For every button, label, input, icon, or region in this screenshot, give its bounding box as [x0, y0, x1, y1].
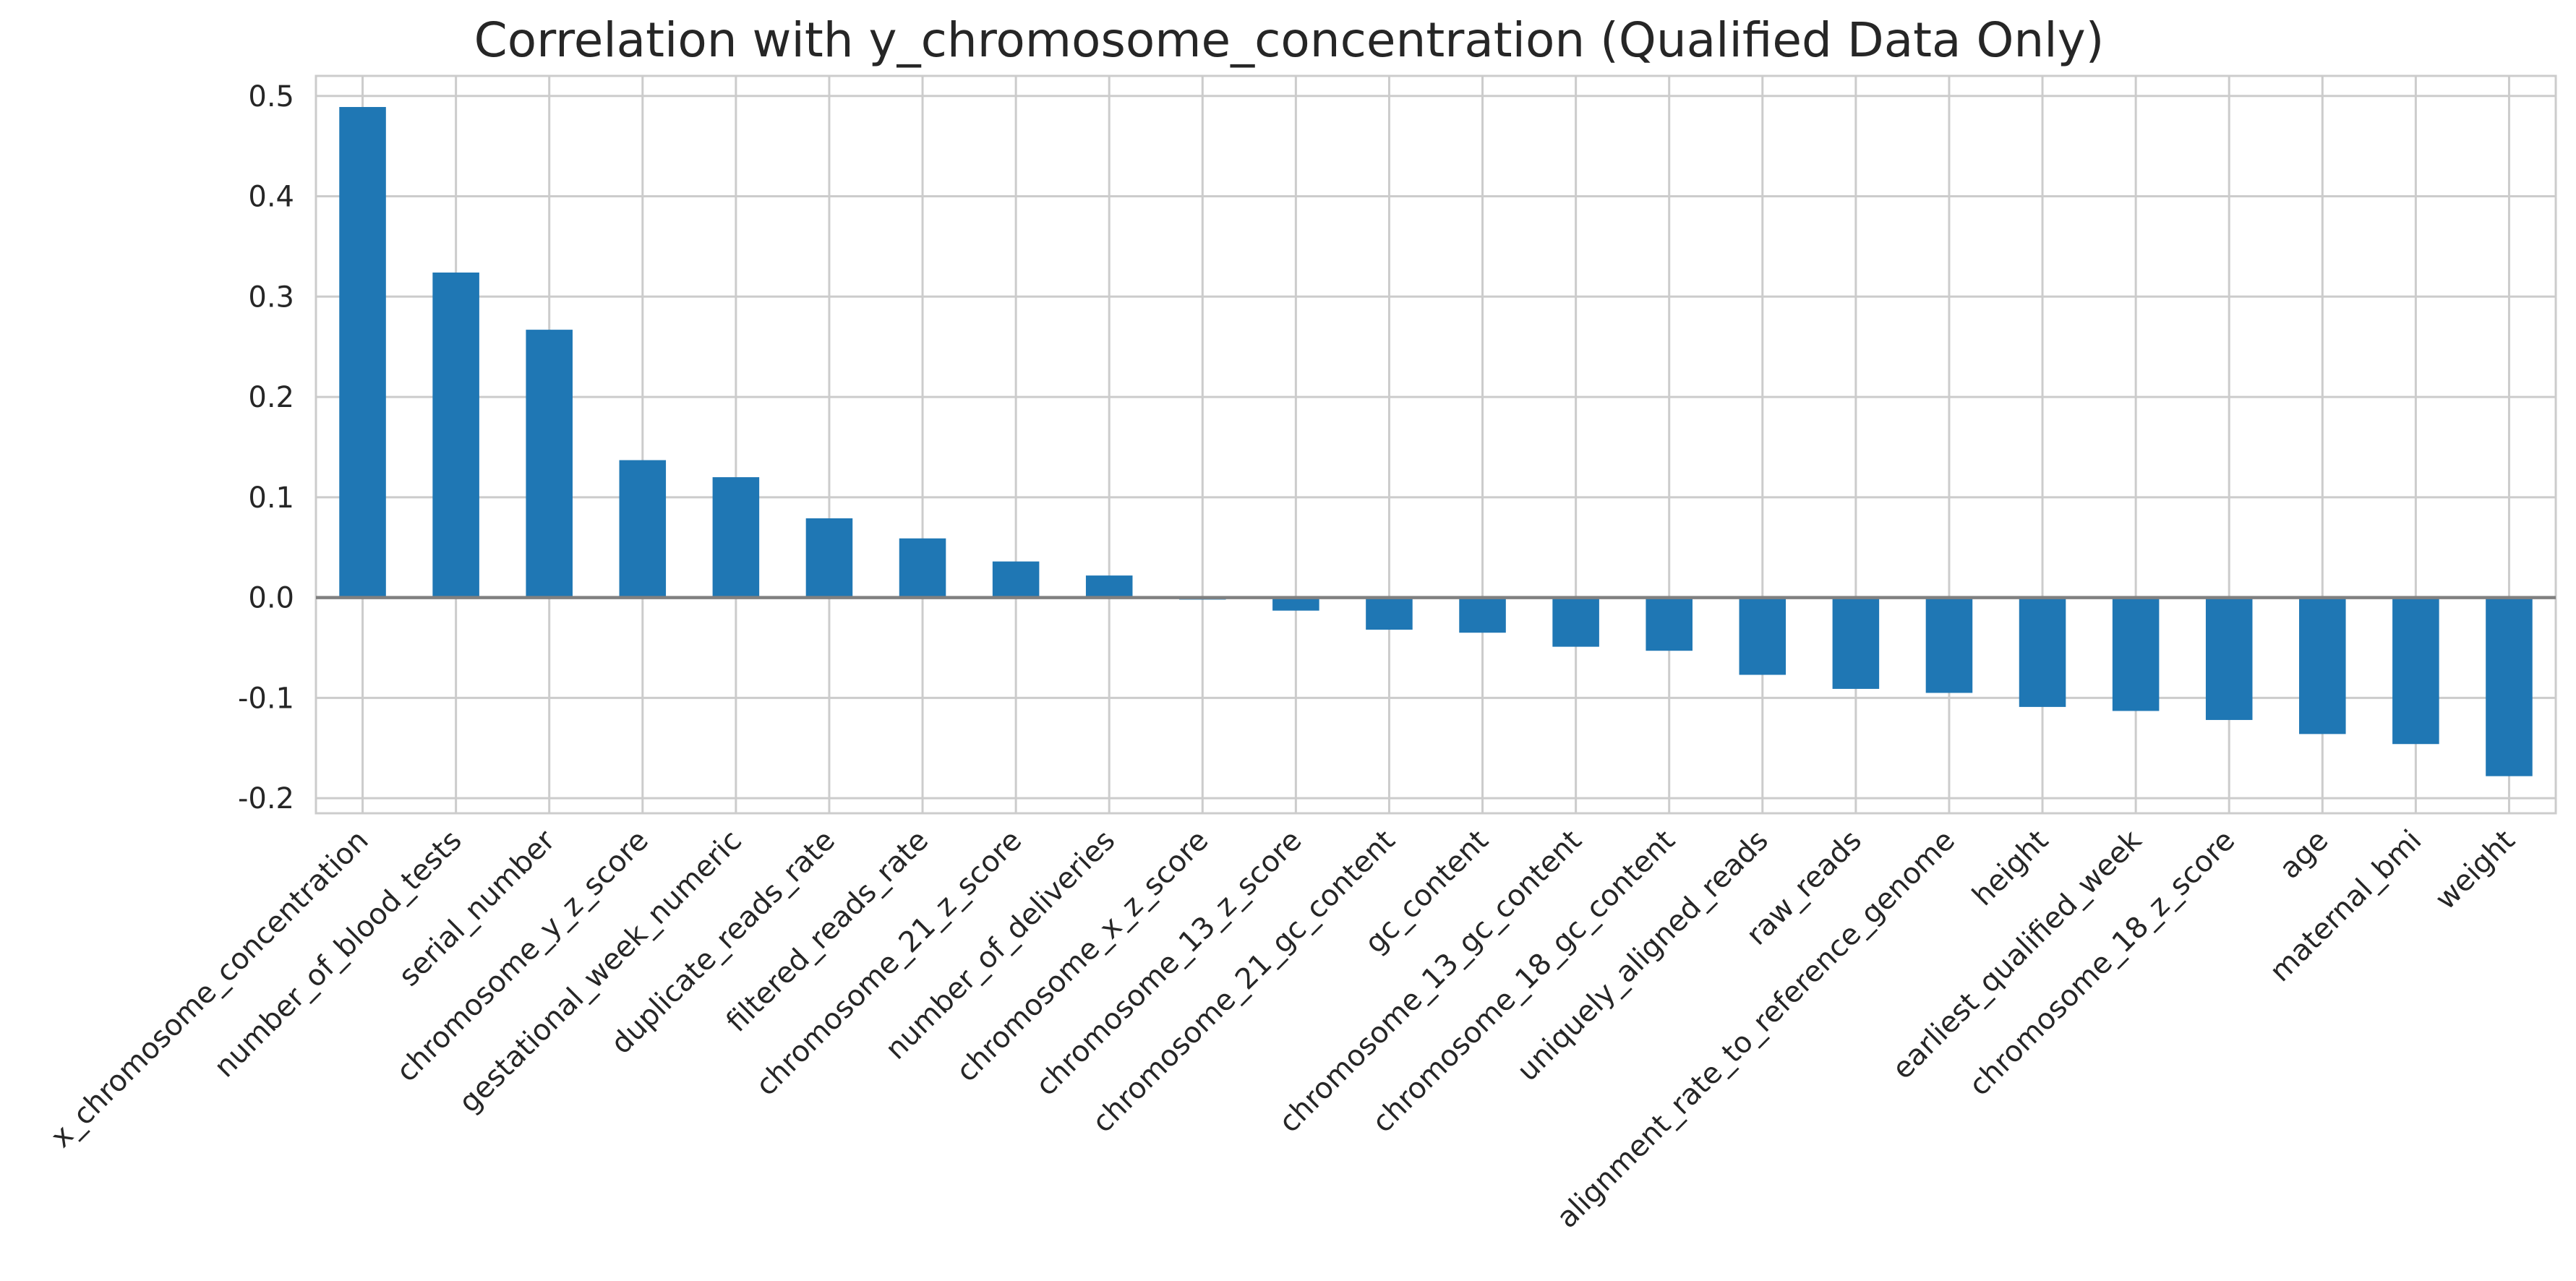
axes — [314, 74, 2557, 815]
y-tick-labels: 0.5 0.4 0.3 0.2 0.1 0.0 -0.1 -0.2 — [238, 80, 294, 815]
bar-age — [2299, 597, 2346, 734]
bar-duplicate-reads-rate — [805, 518, 853, 598]
bar-maternal-bmi — [2392, 597, 2439, 745]
bar-x-chromosome-concentration — [339, 107, 386, 598]
y-tick-label: 0.0 — [248, 582, 294, 615]
bar-raw-reads — [1832, 597, 1880, 689]
bar-earliest-qualified-week — [2112, 597, 2160, 711]
chart-title: Correlation with y_chromosome_concentrat… — [474, 12, 2105, 68]
y-tick-label: 0.3 — [248, 280, 294, 314]
bar-serial-number — [526, 330, 573, 598]
bar-height — [2019, 597, 2066, 707]
y-tick-label: 0.5 — [248, 80, 294, 113]
bar-alignment-rate-to-reference-genome — [1925, 597, 1973, 693]
bar-chromosome-18-gc-content — [1646, 597, 1693, 651]
bar-gestational-week-numeric — [712, 477, 760, 598]
bar-chromosome-18-z-score — [2205, 597, 2253, 720]
bar-number-of-blood-tests — [432, 273, 479, 598]
bar-uniquely-aligned-reads — [1739, 597, 1786, 675]
bar-chromosome-y-z-score — [619, 460, 667, 598]
bar-filtered-reads-rate — [899, 538, 946, 598]
bar-number-of-deliveries — [1085, 575, 1133, 598]
y-tick-label: 0.1 — [248, 481, 294, 515]
bars — [339, 107, 2533, 776]
y-tick-label: -0.1 — [238, 682, 294, 715]
bar-chromosome-21-z-score — [992, 561, 1040, 598]
y-tick-label: 0.2 — [248, 381, 294, 414]
bar-chromosome-13-z-score — [1272, 597, 1319, 611]
y-tick-label: -0.2 — [238, 782, 294, 815]
bar-chromosome-13-gc-content — [1552, 597, 1599, 647]
bar-weight — [2486, 597, 2533, 776]
bar-gc-content — [1459, 597, 1506, 633]
plot-frame — [314, 74, 2557, 815]
bar-chromosome-21-gc-content — [1366, 597, 1413, 630]
y-tick-label: 0.4 — [248, 181, 294, 214]
